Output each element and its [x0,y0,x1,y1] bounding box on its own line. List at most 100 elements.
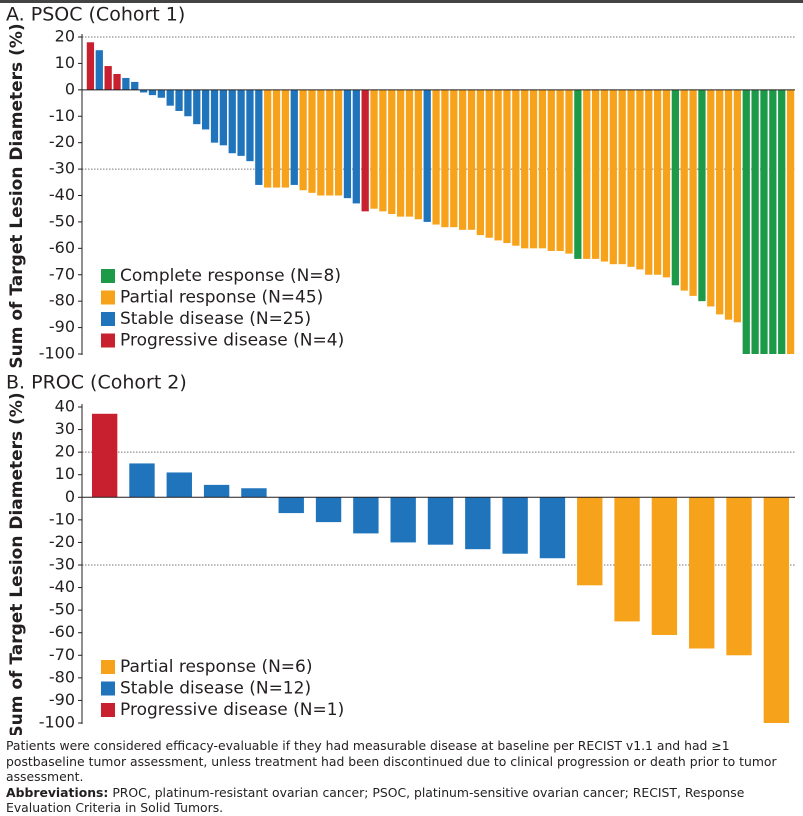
legend-label: Stable disease (N=25) [120,309,311,329]
bar [343,89,352,199]
bar [614,497,640,622]
y-tick-label: -60 [49,622,75,641]
y-axis-label: Sum of Target Lesion Diameters (%) [7,23,27,368]
bar [129,463,155,498]
legend-label: Partial response (N=45) [120,288,323,308]
panel-title: A. PSOC (Cohort 1) [6,4,185,26]
footnote: Patients were considered efficacy-evalua… [6,738,777,784]
bar [653,89,662,275]
bar [724,89,733,320]
bar [390,497,416,543]
bar [636,89,644,270]
bar [512,89,520,246]
bar [698,89,706,302]
bar [91,413,118,498]
bar [414,89,422,220]
bar [726,497,752,656]
bar [237,89,245,156]
y-tick-label: -90 [49,690,75,709]
abbreviations: PROC, platinum-resistant ovarian cancer;… [6,784,745,816]
legend-swatch [101,681,115,696]
y-tick-label: -20 [49,132,75,151]
y-tick-label: -40 [49,185,75,204]
bar [113,73,121,90]
bar [467,89,476,230]
bar [175,89,183,111]
bar [600,89,609,262]
legend-swatch [101,703,115,717]
bar [405,89,414,217]
bar [255,89,263,185]
bar [450,89,458,228]
legend-label: Partial response (N=6) [120,657,313,677]
y-tick-label: -100 [39,713,75,732]
bar [760,89,768,354]
bar [379,89,387,212]
bar [707,89,715,307]
bar [574,89,582,259]
bar [618,89,626,265]
abbreviations-line: Abbreviations: PROC, platinum-resistant … [6,785,796,816]
y-tick-label: -30 [49,555,75,574]
bar [769,89,777,354]
bar [396,89,405,217]
y-tick-label: -10 [49,106,75,125]
bar [742,89,750,354]
bar [264,89,272,188]
bar [583,89,591,259]
legend-label: Progressive disease (N=4) [120,331,344,351]
y-tick-label: 10 [55,464,75,483]
y-tick-label: -100 [39,344,75,363]
y-tick-label: -90 [49,317,75,336]
bar [203,484,230,498]
legend-swatch [101,290,115,305]
bar [166,472,192,498]
bar [326,89,334,196]
chart: A. PSOC (Cohort 1)Sum of Target Lesion D… [0,0,803,735]
bar [246,89,254,162]
bar [131,81,139,90]
bar [716,89,724,315]
bar [577,497,603,586]
bar [786,89,795,354]
bar [680,89,688,291]
legend-label: Stable disease (N=12) [120,679,311,699]
y-tick-label: -80 [49,667,75,686]
bar [388,89,396,214]
bar [334,89,343,196]
bar [193,89,201,125]
abbreviations-label: Abbreviations: [6,784,109,800]
bar [459,89,467,230]
bar [609,89,617,265]
bar [503,89,511,244]
y-tick-label: 20 [55,442,75,461]
bar [662,89,671,278]
bar [361,89,369,212]
y-tick-label: -70 [49,264,75,283]
y-tick-label: 40 [55,397,75,416]
y-tick-label: 30 [55,419,75,438]
top-rule [0,0,803,3]
bar [278,497,304,514]
bar [148,89,157,96]
bar [733,89,742,323]
y-axis-label: Sum of Target Lesion Diameters (%) [7,392,27,735]
bar [529,89,538,249]
legend-swatch [101,312,115,326]
bar [86,42,95,90]
bar [485,89,493,238]
bar [751,89,759,354]
bar [645,89,653,275]
legend-swatch [101,269,115,283]
bar [166,89,174,106]
bar [184,89,192,117]
bar [494,89,502,241]
bar [317,89,325,196]
bar [315,497,342,523]
y-tick-label: -80 [49,291,75,310]
bar [689,89,697,296]
y-tick-label: -70 [49,645,75,664]
bar [290,89,298,185]
y-tick-label: -40 [49,577,75,596]
